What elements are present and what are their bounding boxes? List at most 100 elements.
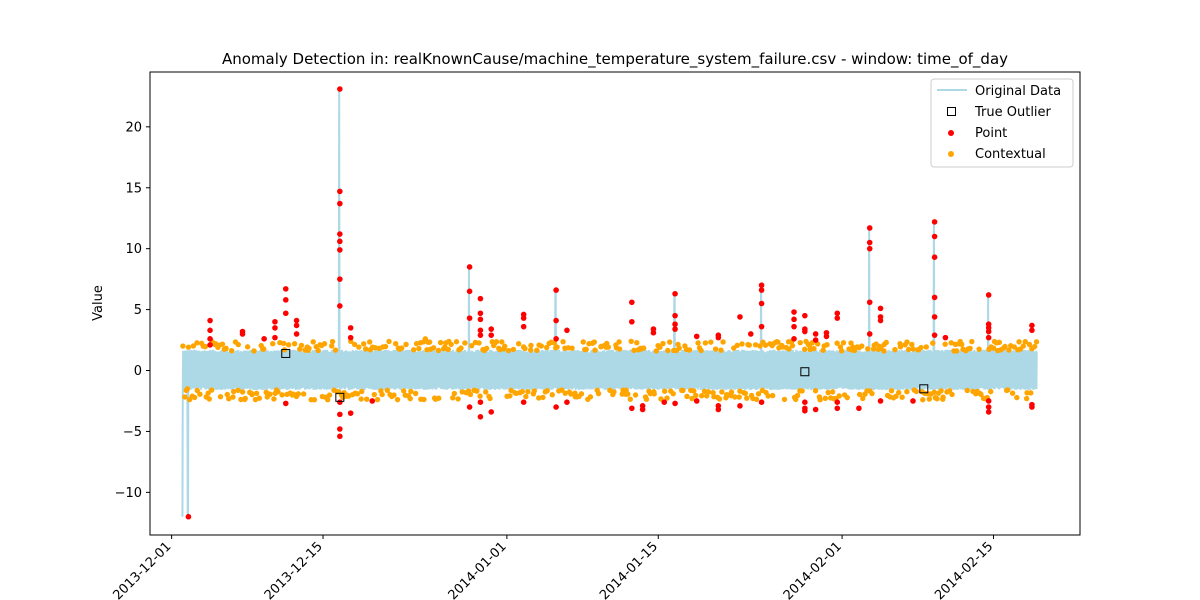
point-anomaly — [564, 399, 570, 405]
point-anomaly — [737, 314, 743, 320]
contextual-point — [660, 340, 666, 347]
point-anomaly — [812, 331, 819, 337]
contextual-point — [326, 392, 333, 398]
contextual-point — [422, 336, 429, 342]
contextual-point — [716, 396, 723, 402]
point-anomaly — [802, 405, 808, 412]
contextual-point — [291, 341, 298, 347]
y-tick-label: 20 — [125, 120, 142, 135]
contextual-point — [366, 339, 373, 345]
contextual-point — [909, 341, 915, 348]
contextual-point — [605, 344, 612, 350]
contextual-point — [300, 391, 307, 397]
contextual-point — [684, 393, 690, 400]
point-anomaly — [931, 233, 938, 240]
contextual-point — [242, 395, 248, 402]
point-anomaly — [672, 400, 678, 407]
point-anomaly — [629, 318, 635, 325]
contextual-point — [920, 397, 926, 403]
contextual-point — [708, 339, 714, 345]
y-tick-label: 5 — [134, 303, 142, 318]
contextual-point — [883, 339, 889, 346]
contextual-point — [840, 340, 847, 346]
point-anomaly — [477, 399, 484, 405]
contextual-point — [525, 389, 531, 395]
point-anomaly — [477, 332, 484, 338]
contextual-point — [401, 388, 407, 394]
contextual-point — [569, 345, 575, 351]
contextual-point — [856, 391, 863, 398]
contextual-point — [969, 338, 975, 345]
contextual-point — [202, 343, 209, 350]
contextual-point — [230, 388, 237, 395]
contextual-point — [611, 389, 617, 395]
contextual-point — [632, 392, 639, 398]
y-tick-label: −5 — [123, 425, 142, 440]
point-anomaly — [737, 403, 743, 409]
contextual-point — [844, 394, 850, 401]
point-anomaly — [293, 331, 300, 337]
contextual-point — [897, 344, 904, 350]
point-anomaly — [337, 238, 343, 245]
contextual-point — [217, 393, 224, 400]
contextual-point — [528, 342, 534, 349]
point-anomaly — [282, 400, 289, 407]
point-anomaly — [802, 312, 808, 319]
contextual-point — [448, 341, 454, 348]
contextual-point — [865, 346, 871, 352]
contextual-point — [775, 339, 781, 345]
contextual-point — [719, 389, 725, 395]
contextual-point — [765, 393, 771, 399]
contextual-point — [437, 339, 444, 346]
point-anomaly — [758, 323, 765, 330]
contextual-point — [430, 345, 437, 351]
x-tick-label: 2014-01-15 — [597, 539, 661, 600]
point-anomaly — [1029, 404, 1035, 410]
contextual-point — [742, 390, 748, 397]
point-anomaly — [477, 310, 484, 317]
contextual-point — [712, 346, 719, 352]
y-tick-label: 10 — [125, 242, 142, 257]
point-anomaly — [985, 398, 992, 404]
contextual-point — [948, 340, 954, 346]
contextual-point — [450, 395, 456, 401]
y-tick-label: 15 — [125, 181, 142, 196]
contextual-point — [435, 347, 442, 354]
contextual-point — [279, 392, 285, 398]
plot-area — [180, 86, 1040, 520]
contextual-point — [1014, 394, 1020, 401]
contextual-point — [661, 388, 668, 394]
contextual-point — [536, 395, 542, 401]
contextual-point — [499, 339, 505, 345]
legend: Original Data True Outlier Point Context… — [930, 78, 1074, 168]
y-axis: −10 −5 0 5 10 15 20 — [115, 120, 150, 501]
contextual-point — [899, 394, 905, 400]
contextual-point — [905, 346, 912, 353]
contextual-point — [394, 396, 401, 403]
contextual-point — [769, 392, 776, 399]
contextual-point — [1023, 395, 1030, 402]
contextual-point — [799, 388, 805, 394]
contextual-point — [824, 341, 830, 348]
contextual-point — [281, 340, 287, 347]
contextual-point — [651, 391, 657, 397]
contextual-point — [753, 396, 760, 402]
contextual-point — [519, 388, 526, 395]
contextual-point — [412, 390, 419, 397]
contextual-point — [689, 395, 695, 402]
contextual-point — [978, 391, 984, 397]
contextual-point — [1002, 343, 1008, 350]
contextual-point — [860, 395, 866, 402]
contextual-point — [185, 344, 192, 350]
point-anomaly — [910, 398, 916, 404]
point-anomaly — [877, 398, 884, 404]
point-anomaly — [337, 411, 343, 418]
contextual-point — [592, 347, 598, 353]
contextual-point — [510, 346, 517, 353]
contextual-point — [1028, 390, 1034, 396]
contextual-point — [918, 344, 924, 351]
contextual-point — [676, 345, 682, 351]
contextual-point — [238, 396, 244, 403]
point-anomaly — [337, 200, 343, 207]
point-anomaly — [488, 409, 495, 415]
